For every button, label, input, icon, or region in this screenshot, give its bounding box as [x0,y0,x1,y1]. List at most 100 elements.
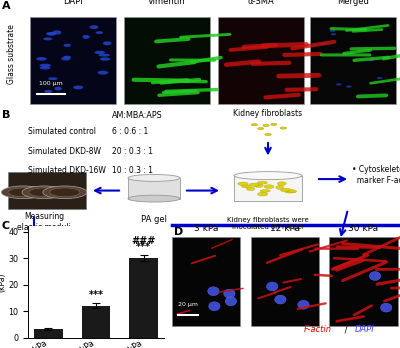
Text: Vimentin: Vimentin [148,0,186,7]
Text: 10 : 0.3 : 1: 10 : 0.3 : 1 [112,166,153,175]
Circle shape [22,186,66,199]
Ellipse shape [98,54,110,57]
Ellipse shape [331,33,336,35]
Text: ***: *** [88,290,104,300]
Y-axis label: Young's modulus
(kPa): Young's modulus (kPa) [0,250,7,314]
Text: Simulated DKD-16W: Simulated DKD-16W [28,166,106,175]
Ellipse shape [280,127,286,129]
Ellipse shape [280,188,291,192]
Ellipse shape [264,185,274,189]
FancyBboxPatch shape [172,237,240,326]
Circle shape [8,188,38,197]
Ellipse shape [246,187,255,191]
Ellipse shape [263,124,269,127]
FancyBboxPatch shape [329,237,398,326]
Circle shape [29,188,59,197]
Text: α-SMA: α-SMA [248,0,274,7]
Ellipse shape [336,83,342,86]
Ellipse shape [369,59,374,61]
Ellipse shape [238,182,248,185]
Bar [34,329,63,338]
Text: C: C [2,221,10,231]
Ellipse shape [349,52,355,54]
Bar [129,258,158,338]
Ellipse shape [276,185,284,189]
Ellipse shape [49,32,56,35]
Text: PA gel: PA gel [141,215,167,224]
Circle shape [1,186,45,199]
Ellipse shape [257,127,264,130]
Ellipse shape [52,30,62,34]
Text: D: D [174,227,184,237]
Ellipse shape [258,192,268,196]
FancyBboxPatch shape [30,17,116,104]
Ellipse shape [103,41,112,45]
Ellipse shape [224,289,235,298]
Ellipse shape [96,31,103,34]
Text: A: A [2,1,11,11]
Ellipse shape [225,297,236,306]
FancyBboxPatch shape [124,17,210,104]
Ellipse shape [321,43,326,45]
Ellipse shape [43,38,52,40]
Ellipse shape [257,181,268,184]
Ellipse shape [100,57,110,61]
FancyBboxPatch shape [128,178,180,199]
Ellipse shape [330,30,335,32]
Ellipse shape [94,51,105,54]
Ellipse shape [46,32,54,35]
Text: 20 : 0.3 : 1: 20 : 0.3 : 1 [112,147,153,156]
Ellipse shape [63,56,71,59]
Text: 3 kPa: 3 kPa [194,224,218,233]
Ellipse shape [128,174,180,181]
FancyBboxPatch shape [8,172,86,209]
Ellipse shape [208,287,219,296]
Ellipse shape [44,90,52,93]
Text: Glass substrate: Glass substrate [8,24,16,84]
Ellipse shape [266,282,278,291]
Ellipse shape [346,86,352,88]
Ellipse shape [250,183,259,187]
FancyBboxPatch shape [234,176,302,201]
Text: 12 kPa: 12 kPa [270,224,300,233]
Text: 100 μm: 100 μm [39,81,63,86]
Text: DAPI: DAPI [63,0,83,7]
Ellipse shape [377,77,382,79]
Text: ###: ### [131,236,156,246]
Text: 20 μm: 20 μm [178,302,198,308]
FancyBboxPatch shape [251,237,319,326]
Ellipse shape [54,87,62,90]
Ellipse shape [73,86,83,89]
Text: Kidney fibroblasts: Kidney fibroblasts [234,109,302,118]
Ellipse shape [298,300,309,309]
Text: 30 kPa: 30 kPa [348,224,378,233]
Text: DAPI: DAPI [354,325,374,334]
Ellipse shape [90,25,98,29]
Ellipse shape [254,184,263,188]
FancyBboxPatch shape [310,17,396,104]
Ellipse shape [128,195,180,202]
Ellipse shape [40,66,50,70]
Circle shape [43,186,87,199]
Ellipse shape [234,172,302,180]
Ellipse shape [277,182,286,185]
Text: • Cytoskeleton
  marker F-actin: • Cytoskeleton marker F-actin [352,165,400,185]
Ellipse shape [40,64,51,67]
Ellipse shape [48,77,58,80]
Ellipse shape [82,35,90,39]
Text: Merged: Merged [337,0,369,7]
Ellipse shape [275,295,286,304]
Ellipse shape [270,123,277,126]
Ellipse shape [241,185,251,188]
Text: B: B [2,110,10,120]
Ellipse shape [380,303,392,312]
Text: Kidney fibroblasts were
inoculated on PA gel: Kidney fibroblasts were inoculated on PA… [227,217,309,230]
Circle shape [50,188,80,197]
Text: ***: *** [136,242,151,252]
Ellipse shape [251,124,258,126]
Text: F-actin: F-actin [304,325,332,334]
Text: Simulated DKD-8W: Simulated DKD-8W [28,147,101,156]
Ellipse shape [265,133,271,136]
Ellipse shape [36,57,47,61]
Ellipse shape [288,190,296,193]
